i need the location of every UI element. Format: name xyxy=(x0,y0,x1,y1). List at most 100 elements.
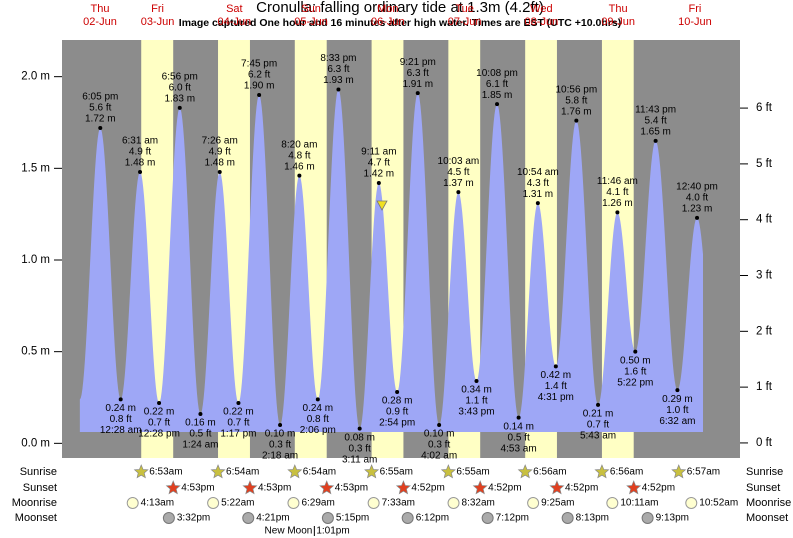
moonrise-icon xyxy=(367,497,380,509)
tide-point xyxy=(157,401,162,405)
tide-point xyxy=(138,170,143,174)
tide-label: 0.50 m xyxy=(620,355,651,366)
tide-point xyxy=(495,102,500,107)
sunrise-icon xyxy=(133,464,149,479)
tide-label: 6:32 am xyxy=(659,416,695,427)
tide-label: 6.0 ft xyxy=(169,82,191,93)
tide-label: 0.3 ft xyxy=(428,440,450,451)
tide-label: 12:28 pm xyxy=(138,429,180,440)
sunrise-icon xyxy=(594,464,610,479)
tide-label: 0.34 m xyxy=(461,385,492,396)
tide-label: 3:11 am xyxy=(342,454,377,465)
y2-tick-label: 2 ft xyxy=(756,325,773,337)
sunset-time: 4:52pm xyxy=(411,483,444,494)
tide-point xyxy=(257,93,262,97)
moonset-time: 7:12pm xyxy=(496,513,529,524)
moonrise-time: 7:33am xyxy=(382,498,415,509)
tide-label: 2:18 am xyxy=(262,451,298,462)
tide-label: 1.76 m xyxy=(561,106,592,117)
tide-point xyxy=(278,423,283,427)
tide-label: 0.7 ft xyxy=(148,418,170,429)
tide-label: 1.48 m xyxy=(204,158,235,169)
tide-label: 3:43 pm xyxy=(458,407,494,418)
tide-point xyxy=(217,170,222,174)
tide-label: 1.6 ft xyxy=(624,366,646,377)
tide-point xyxy=(456,190,461,195)
moonrise-icon xyxy=(126,497,139,509)
tide-label: 1.65 m xyxy=(640,126,671,137)
tide-label: 1.37 m xyxy=(443,178,474,189)
tide-label: 1.91 m xyxy=(402,79,433,90)
sunrise-icon xyxy=(517,464,533,479)
moon-phase-label: New Moon xyxy=(265,526,313,537)
tide-label: 6.1 ft xyxy=(486,79,508,90)
tide-label: 0.8 ft xyxy=(110,414,132,425)
moonrise-time: 8:32am xyxy=(462,498,495,509)
row-label: Moonrise xyxy=(12,497,57,509)
tide-point xyxy=(535,201,540,206)
sunset-icon xyxy=(165,480,181,495)
date-label: 03-Jun xyxy=(141,16,175,28)
y2-tick-label: 4 ft xyxy=(756,214,773,226)
tide-label: 9:11 am xyxy=(361,147,396,158)
y2-tick-label: 0 ft xyxy=(756,437,773,449)
tide-label: 0.3 ft xyxy=(269,440,291,451)
moon-phase-time: 1:01pm xyxy=(316,526,349,537)
tide-label: 2:06 pm xyxy=(300,425,336,436)
tide-label: 0.7 ft xyxy=(587,419,609,430)
tide-point xyxy=(376,181,381,185)
moonset-icon xyxy=(481,512,494,524)
date-label: 09-Jun xyxy=(601,16,635,28)
tide-point xyxy=(177,105,182,110)
tide-point xyxy=(437,423,442,427)
weekday-label: Fri xyxy=(151,3,164,15)
tide-label: 5:22 pm xyxy=(617,377,653,388)
sunrise-time: 6:56am xyxy=(533,467,566,478)
y-tick-label: 0.5 m xyxy=(21,346,50,358)
moonrise-time: 4:13am xyxy=(141,498,174,509)
tide-label: 4.5 ft xyxy=(447,167,469,178)
tide-label: 4.3 ft xyxy=(527,178,549,189)
tide-label: 8:33 pm xyxy=(320,53,356,64)
tide-label: 5.8 ft xyxy=(565,95,587,106)
tide-label: 4.7 ft xyxy=(368,158,390,169)
date-label: 08-Jun xyxy=(525,16,559,28)
row-label: Moonset xyxy=(746,512,788,524)
tide-point xyxy=(633,349,638,354)
tide-label: 1.1 ft xyxy=(465,396,487,407)
moonset-time: 5:15pm xyxy=(336,513,369,524)
tide-label: 0.24 m xyxy=(105,403,136,414)
moonrise-time: 10:11am xyxy=(620,498,658,509)
tide-label: 0.5 ft xyxy=(507,432,529,443)
tide-label: 10:03 am xyxy=(438,156,480,167)
moonset-time: 6:12pm xyxy=(416,513,449,524)
row-label: Sunset xyxy=(746,482,780,494)
tide-label: 4.9 ft xyxy=(209,147,231,158)
sunrise-time: 6:55am xyxy=(456,467,489,478)
current-tide-marker xyxy=(376,200,388,211)
tide-label: 4.0 ft xyxy=(686,192,708,203)
y-tick-label: 0.0 m xyxy=(21,437,50,449)
sunset-time: 4:53pm xyxy=(335,483,368,494)
tide-label: 5:43 am xyxy=(580,430,616,441)
moonrise-time: 5:22am xyxy=(221,498,254,509)
sunrise-icon xyxy=(287,464,303,479)
tide-point xyxy=(596,402,601,407)
sunset-icon xyxy=(395,480,411,495)
weekday-label: Fri xyxy=(688,3,701,15)
tide-label: 1.48 m xyxy=(125,158,156,169)
weekday-label: Thu xyxy=(609,3,628,15)
tide-label: 4:53 am xyxy=(501,443,537,454)
row-label: Sunrise xyxy=(20,466,57,478)
tide-label: 6.2 ft xyxy=(248,70,270,81)
tide-label: 6.3 ft xyxy=(327,64,349,75)
tide-label: 12:28 am xyxy=(100,425,142,436)
moonrise-icon xyxy=(447,497,460,509)
weekday-label: Tue xyxy=(455,3,474,15)
sunset-icon xyxy=(472,480,488,495)
tide-point xyxy=(297,173,302,178)
sunrise-icon xyxy=(671,464,687,479)
sunset-icon xyxy=(242,480,258,495)
tide-point xyxy=(118,397,123,402)
tide-label: 4:31 pm xyxy=(538,392,574,403)
